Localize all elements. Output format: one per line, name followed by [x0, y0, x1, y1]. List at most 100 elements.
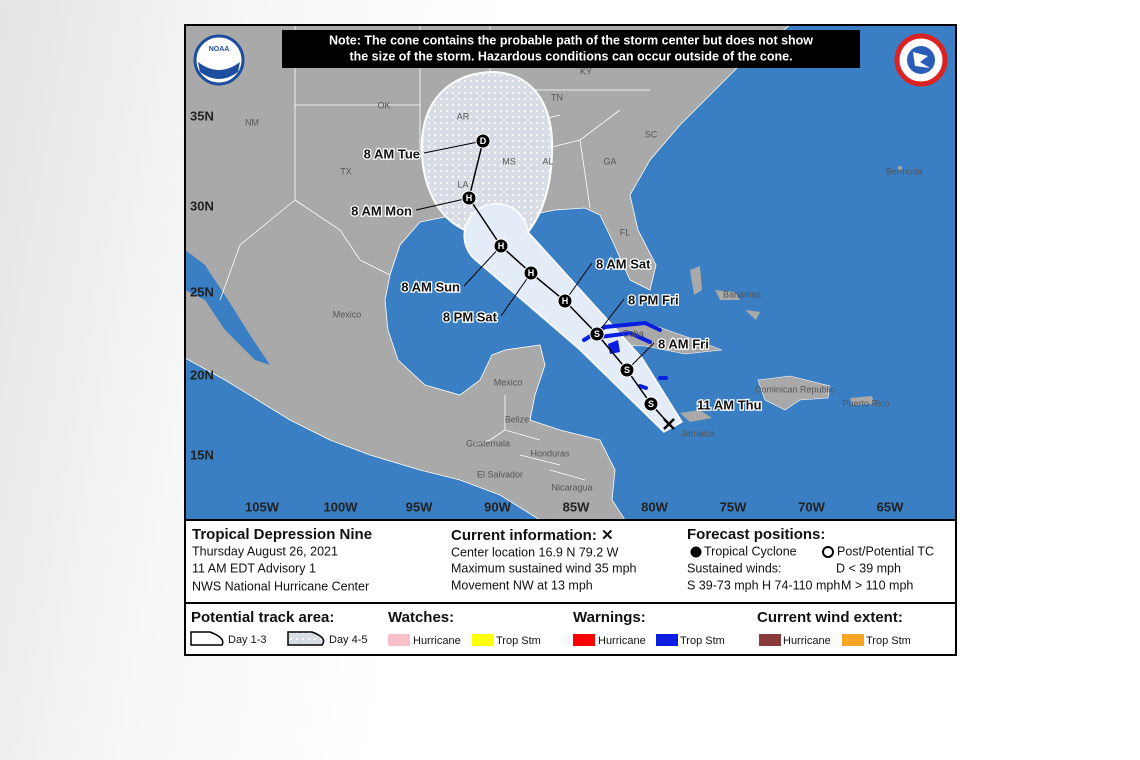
forecast-label: 8 PM Sat [443, 309, 498, 324]
legend-label: Hurricane [598, 635, 646, 647]
info-line: Post/Potential TC [837, 544, 934, 558]
place-label: AR [457, 111, 470, 121]
forecast-point [589, 326, 605, 342]
lon-label: 90W [484, 499, 511, 514]
leader-line [415, 197, 470, 211]
place-label: Belize [505, 414, 530, 424]
legend-title: Watches: [388, 609, 454, 626]
current-label: 11 AM Thu [697, 397, 762, 412]
legend-label: Hurricane [413, 635, 461, 647]
bermuda [898, 166, 902, 170]
leader-line [463, 245, 502, 287]
map: 35N 30N 25N 20N 15N 105W 100W 95W 90W 85W 80W 75W 70… [186, 26, 955, 520]
leader-line [564, 262, 593, 302]
legend-title: Warnings: [573, 609, 646, 626]
noaa-logo-text: NOAA [209, 46, 230, 53]
info-line: Center location 16.9 N 79.2 W [451, 545, 619, 559]
lat-label: 30N [190, 198, 214, 213]
current-position [663, 418, 675, 430]
forecast-point [523, 265, 539, 281]
info-line: S 39-73 mph [687, 578, 759, 592]
place-label: Mexico [333, 309, 362, 319]
forecast-symbol: H [562, 296, 569, 306]
forecast-label: 8 AM Sun [401, 279, 460, 294]
place-label: Mexico [494, 377, 523, 387]
lat-label: 35N [190, 108, 214, 123]
forecast-point [461, 190, 477, 206]
forecast-label: 8 AM Mon [351, 203, 412, 218]
note: the size of the storm. Hazardous conditi… [349, 49, 792, 63]
ptc-symbol [822, 546, 834, 558]
leader-line [423, 140, 484, 154]
legend-label: Trop Stm [680, 635, 725, 647]
place-label: SC [645, 129, 658, 139]
storm-title: Tropical Depression Nine [192, 526, 372, 543]
jamaica [680, 410, 712, 422]
pacific-gulf [186, 250, 270, 365]
legend-label: Hurricane [783, 635, 831, 647]
forecast-point [493, 238, 509, 254]
day13-swatch [190, 631, 224, 646]
place-label: Nicaragua [551, 482, 592, 492]
trop-storm-warning [582, 320, 668, 390]
hispaniola [757, 375, 831, 411]
lat-label: 15N [190, 447, 214, 462]
lon-label: 65W [877, 499, 904, 514]
country-borders [474, 395, 586, 481]
note-box [282, 30, 860, 68]
forecast-label: 8 PM Fri [628, 292, 679, 307]
swatch [842, 634, 864, 646]
noaa-logo [198, 62, 240, 79]
place-label: FL [620, 227, 631, 237]
lat-label: 25N [190, 284, 214, 299]
place-label: Guatemala [466, 438, 510, 448]
place-label: TX [340, 166, 352, 176]
place-label: TN [551, 92, 563, 102]
nws-logo [913, 52, 930, 68]
place-label: LA [457, 179, 468, 189]
forecast-point [557, 293, 573, 309]
legend-title: Current wind extent: [757, 609, 903, 626]
lon-label: 70W [798, 499, 825, 514]
leader-line [500, 272, 532, 317]
cone-day45 [420, 70, 554, 233]
note: Note: The cone contains the probable pat… [329, 33, 813, 47]
info-line: 11 AM EDT Advisory 1 [192, 561, 316, 575]
info-line: D < 39 mph [836, 561, 901, 575]
place-label: GA [603, 156, 616, 166]
lon-label: 80W [641, 499, 668, 514]
lon-label: 100W [324, 499, 359, 514]
legend-title: Potential track area: [191, 609, 334, 626]
lon-label: 85W [563, 499, 590, 514]
info-line: Sustained winds: [687, 561, 782, 575]
lon-label: 105W [245, 499, 280, 514]
place-label: Honduras [530, 448, 570, 458]
forecast-symbol: H [498, 241, 505, 251]
info-line: M > 110 mph [841, 578, 913, 592]
lon-label: 95W [406, 499, 433, 514]
place-label: AL [542, 156, 553, 166]
swatch [573, 634, 595, 646]
swatch [656, 634, 678, 646]
info-line: Maximum sustained wind 35 mph [451, 561, 637, 575]
lat-label: 20N [190, 367, 214, 382]
place-label: Puerto Rico [842, 398, 889, 408]
legend-label: Trop Stm [866, 635, 911, 647]
place-label: El Salvador [477, 469, 523, 479]
place-label: Cuba [622, 328, 644, 338]
puerto-rico [850, 396, 874, 405]
land [186, 26, 790, 520]
legend-label: Day 4-5 [329, 634, 368, 646]
place-label: Jamaica [681, 428, 715, 438]
day45-swatch [287, 631, 325, 646]
forecast-symbol: S [624, 365, 630, 375]
place-label: KY [580, 66, 592, 76]
place-label: NM [245, 117, 259, 127]
info-line: H 74-110 mph [762, 578, 840, 592]
place-label: Dominican Republic [755, 384, 836, 394]
swatch [388, 634, 410, 646]
forecast-symbol: H [528, 268, 535, 278]
legend-label: Day 1-3 [228, 634, 267, 646]
info-line: Thursday August 26, 2021 [192, 544, 338, 558]
